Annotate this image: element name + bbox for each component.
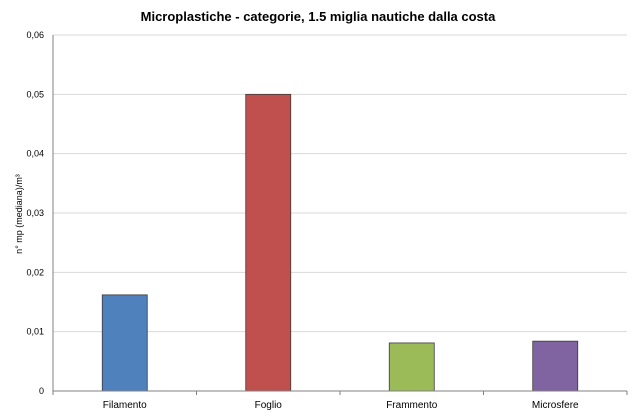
bar-microsfere [532, 340, 579, 392]
gridlines [53, 34, 627, 333]
x-tick-label: Foglio [255, 400, 283, 411]
x-tick-labels: Filamento Foglio Frammento Microsfere [52, 391, 628, 411]
y-tick-label: 0,05 [26, 89, 44, 99]
y-tick-label: 0,04 [26, 149, 44, 159]
bar-frammento [388, 342, 435, 392]
y-tick-label: 0 [39, 386, 44, 396]
x-tick-label: Microsfere [532, 400, 579, 411]
bars-group [101, 93, 579, 392]
bar-foglio [245, 93, 292, 392]
y-tick-label: 0,02 [26, 267, 44, 277]
chart-title: Microplastiche - categorie, 1.5 miglia n… [141, 9, 496, 24]
y-tick-label: 0,06 [26, 30, 44, 40]
bar-filamento [101, 294, 148, 392]
y-axis-label: n° mp (mediana)/m³ [14, 174, 24, 254]
y-tick-labels: 0 0,01 0,02 0,03 0,04 0,05 0,06 [26, 30, 44, 396]
y-tick-label: 0,03 [26, 208, 44, 218]
y-tick-label: 0,01 [26, 327, 44, 337]
x-tick-label: Filamento [103, 400, 147, 411]
x-tick-label: Frammento [386, 400, 438, 411]
